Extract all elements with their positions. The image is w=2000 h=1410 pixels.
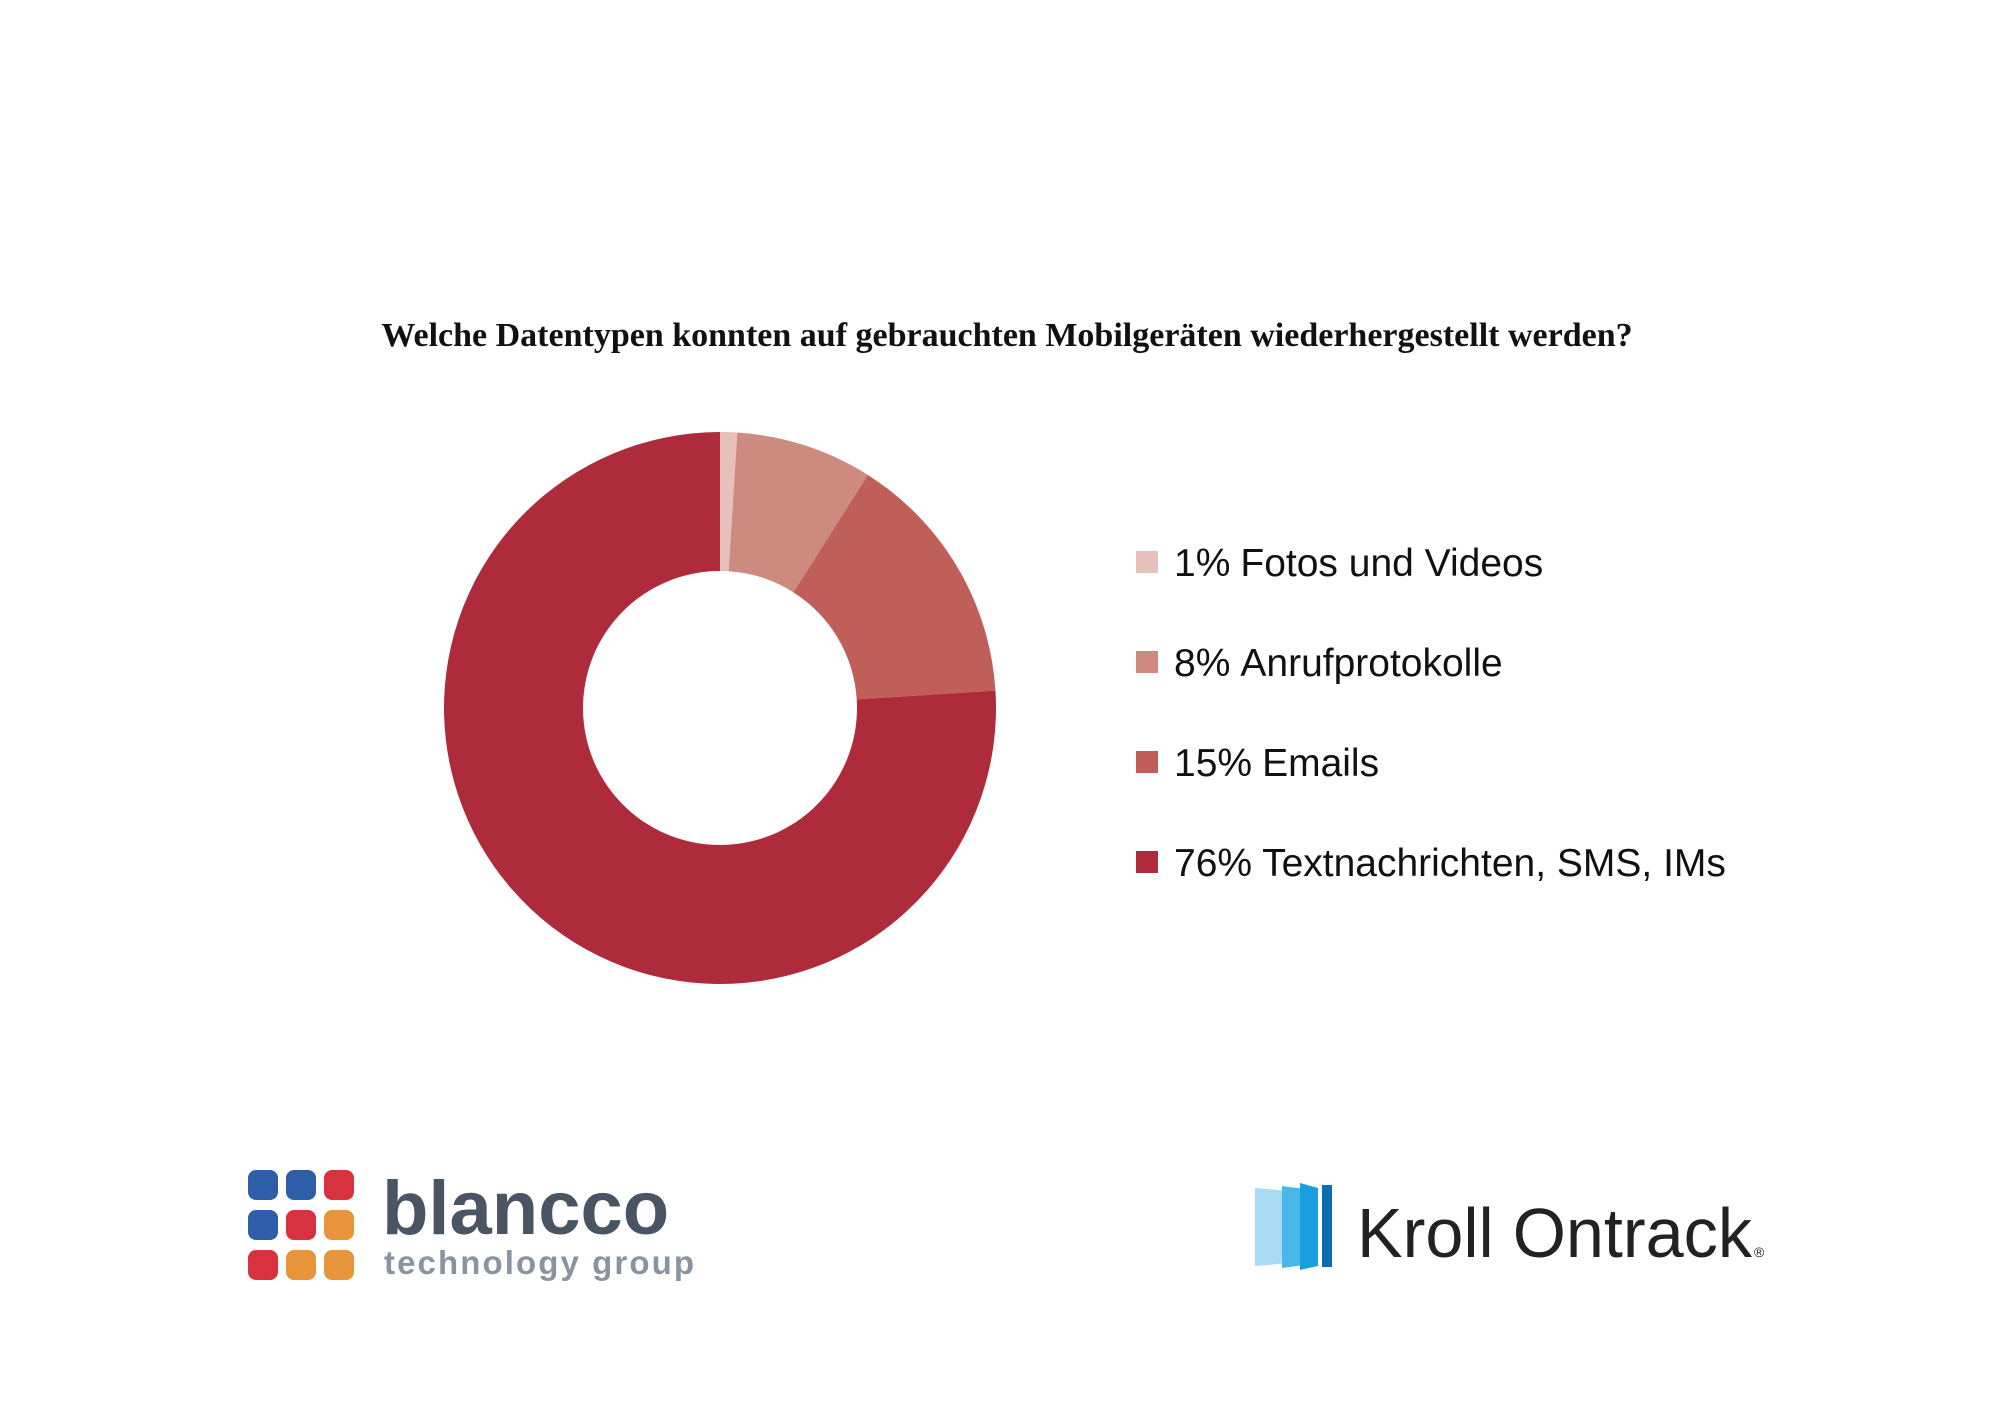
legend-value: 8%	[1174, 642, 1230, 685]
legend-value: 15%	[1174, 742, 1252, 785]
logo-registered: ®	[1754, 1244, 1765, 1260]
legend-label: 8% Anrufprotokolle	[1174, 642, 1503, 685]
legend-category: Fotos und Videos	[1240, 542, 1543, 585]
donut-slice	[443, 432, 996, 984]
blancco-logo: blancco technology group	[248, 1166, 694, 1281]
legend-swatch	[1136, 651, 1158, 673]
legend-value: 76%	[1174, 842, 1252, 885]
legend-label: 1% Fotos und Videos	[1174, 542, 1543, 585]
legend-label: 76% Textnachrichten, SMS, IMs	[1174, 842, 1726, 885]
logo-tagline: technology group	[384, 1244, 694, 1281]
donut-slice	[720, 432, 738, 572]
chart-title: Welche Datentypen konnten auf gebrauchte…	[381, 317, 1632, 354]
legend-label: 15% Emails	[1174, 742, 1379, 785]
donut-slice	[728, 432, 868, 593]
donut-slice	[793, 474, 996, 700]
legend-category: Textnachrichten, SMS, IMs	[1262, 842, 1726, 885]
logo-name: blancco	[382, 1166, 669, 1251]
legend-value: 1%	[1174, 542, 1230, 585]
legend-swatch	[1136, 851, 1158, 873]
legend: 1% Fotos und Videos 8% Anrufprotokolle 15% Em…	[1136, 542, 1726, 885]
legend-swatch	[1136, 751, 1158, 773]
logo-name: Kroll Ontrack	[1357, 1194, 1753, 1272]
legend-swatch	[1136, 551, 1158, 573]
legend-category: Emails	[1262, 742, 1379, 785]
donut	[443, 432, 996, 984]
legend-category: Anrufprotokolle	[1240, 642, 1502, 685]
kroll-logo: Kroll Ontrack ®	[1255, 1183, 1765, 1272]
